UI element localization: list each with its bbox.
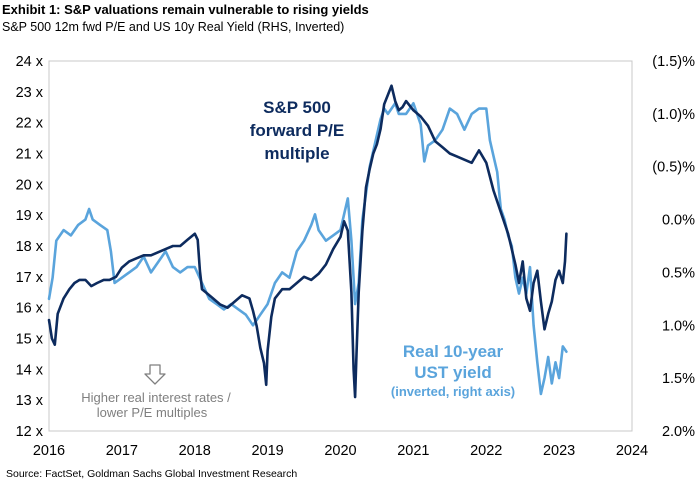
x-tick-label: 2016 [33,443,65,459]
right-tick-label: (0.5)% [652,160,695,176]
right-tick-label: 1.5% [662,371,695,387]
pe-annotation: S&P 500 forward P/E multiple [250,98,344,163]
x-tick-label: 2022 [470,443,502,459]
plot-frame [48,60,633,432]
left-tick-label: 24 x [16,54,44,70]
right-tick-label: 0.5% [662,265,695,281]
x-tick-label: 2019 [251,443,283,459]
left-tick-label: 13 x [16,393,44,409]
x-tick-label: 2023 [543,443,575,459]
right-tick-label: 0.0% [662,213,695,229]
x-tick-label: 2017 [106,443,138,459]
right-tick-label: 2.0% [662,424,695,440]
yield-annotation: Real 10-year UST yield (inverted, right … [391,342,515,399]
x-tick-label: 2020 [324,443,356,459]
yield-annotation-sub: (inverted, right axis) [391,384,515,399]
right-tick-label: (1.0)% [652,107,695,123]
left-tick-label: 14 x [16,362,44,378]
chart-subtitle: S&P 500 12m fwd P/E and US 10y Real Yiel… [2,20,345,34]
right-axis: (1.5)% (1.0)% (0.5)% 0.0% 0.5% 1.0% 1.5% 2.0% [652,54,695,440]
yield-annotation-line-2: UST yield [414,363,491,382]
left-tick-label: 22 x [16,116,44,132]
rates-note-line-1: Higher real interest rates / [81,390,231,405]
x-tick-label: 2021 [397,443,429,459]
left-tick-label: 21 x [16,147,44,163]
pe-annotation-line-1: S&P 500 [263,98,331,117]
down-arrow-icon [144,364,166,385]
right-tick-label: (1.5)% [652,54,695,70]
yield-annotation-line-1: Real 10-year [403,342,504,361]
source-note: Source: FactSet, Goldman Sachs Global In… [6,468,298,480]
left-tick-label: 23 x [16,85,44,101]
left-axis: 24 x 23 x 22 x 21 x 20 x 19 x 18 x 17 x 16 x 15 x… [16,54,44,440]
left-tick-label: 19 x [16,208,44,224]
right-tick-label: 1.0% [662,318,695,334]
chart-title: Exhibit 1: S&P valuations remain vulnera… [2,2,369,17]
x-tick-label: 2024 [616,443,648,459]
x-axis: 2016 2017 2018 2019 2020 2021 2022 2023 2024 [33,443,648,459]
left-tick-label: 16 x [16,301,44,317]
rates-note-line-2: lower P/E multiples [97,405,208,420]
pe-multiple-line [47,84,568,399]
left-tick-label: 18 x [16,239,44,255]
left-tick-label: 17 x [16,270,44,286]
pe-annotation-line-2: forward P/E [250,121,344,140]
left-tick-label: 15 x [16,332,44,348]
left-tick-label: 20 x [16,177,44,193]
series-lines [47,84,568,399]
rates-note: Higher real interest rates / lower P/E m… [81,364,231,420]
x-tick-label: 2018 [179,443,211,459]
left-tick-label: 12 x [16,424,44,440]
pe-annotation-line-3: multiple [264,144,329,163]
